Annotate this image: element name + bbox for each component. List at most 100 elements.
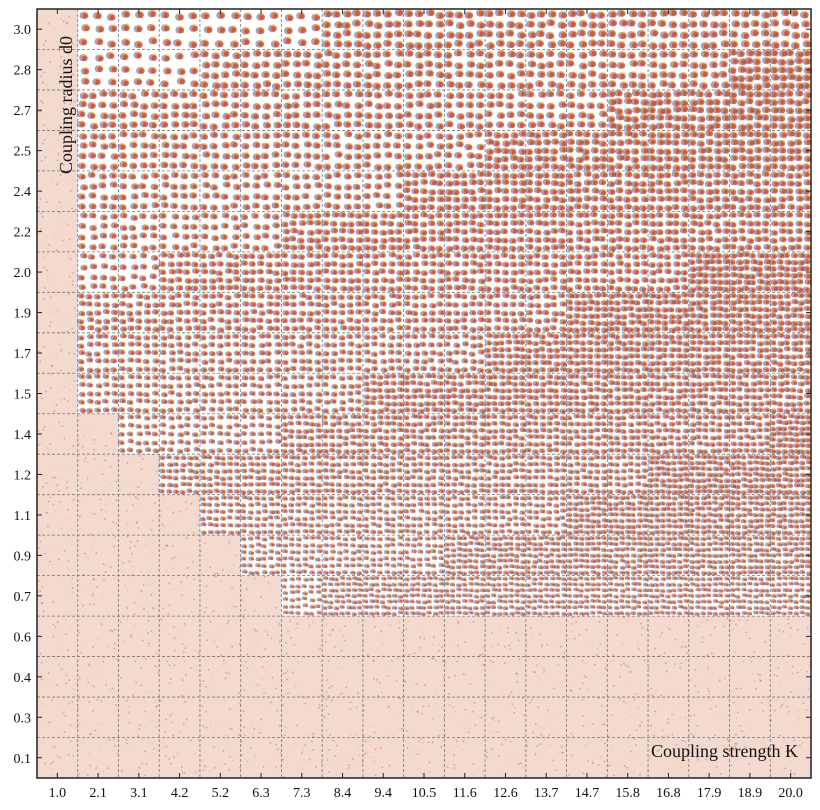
cluster-point-red xyxy=(625,150,630,155)
cluster-point-red xyxy=(733,180,738,185)
cluster-point-red xyxy=(723,53,729,59)
cluster-point-red xyxy=(591,41,597,47)
cluster-point-red xyxy=(276,173,281,178)
cluster-point-red xyxy=(337,41,343,47)
cluster-point-red xyxy=(173,135,178,140)
cluster-point-red xyxy=(174,173,179,178)
cluster-point-red xyxy=(101,103,106,108)
cluster-point-red xyxy=(307,73,313,79)
cluster-point-red xyxy=(790,205,795,210)
cluster-point-red xyxy=(674,189,679,194)
cluster-point-red xyxy=(101,165,106,170)
cluster-point-red xyxy=(683,140,688,145)
cluster-point-red xyxy=(469,113,474,118)
cluster-point-red xyxy=(772,92,777,97)
cluster-point-red xyxy=(568,174,573,179)
cluster-point-red xyxy=(591,13,597,19)
cluster-point-red xyxy=(337,122,342,127)
cluster-point-red xyxy=(459,135,464,140)
cluster-point-red xyxy=(715,100,720,105)
cluster-point-red xyxy=(487,132,492,137)
snapshot-cell xyxy=(729,9,771,48)
cluster-point-red xyxy=(617,125,622,130)
cluster-point-red xyxy=(164,203,169,208)
cluster-point-red xyxy=(438,22,444,28)
snapshot-cell xyxy=(687,89,730,131)
cluster-point-red xyxy=(772,123,777,128)
cluster-point-red xyxy=(163,122,168,127)
cluster-point-red xyxy=(780,60,786,66)
cluster-point-red xyxy=(315,134,320,139)
cluster-point-red xyxy=(296,206,301,211)
cluster-point-red xyxy=(650,149,655,154)
cluster-point-red xyxy=(611,21,617,27)
cluster-point-red xyxy=(731,165,736,170)
cluster-point-red xyxy=(731,68,737,74)
cluster-point-red xyxy=(529,71,535,77)
cluster-point-red xyxy=(448,135,453,140)
cluster-point-red xyxy=(599,104,604,109)
cluster-point-red xyxy=(243,62,249,68)
cluster-point-red xyxy=(121,195,126,200)
cluster-point-red xyxy=(569,43,575,49)
cluster-point-red xyxy=(192,194,197,199)
cluster-point-red xyxy=(633,133,638,138)
cluster-point-red xyxy=(91,194,96,199)
cluster-point-red xyxy=(781,156,786,161)
cluster-point-red xyxy=(549,62,555,68)
cluster-point-red xyxy=(327,113,332,118)
cluster-point-red xyxy=(406,172,411,177)
cluster-point-red xyxy=(346,83,352,89)
noise-point xyxy=(38,207,40,209)
cluster-point-red xyxy=(458,72,464,78)
cluster-point-red xyxy=(782,76,788,82)
cluster-point-red xyxy=(386,183,391,188)
cluster-point-red xyxy=(496,174,501,179)
cluster-point-red xyxy=(377,93,382,98)
noise-point xyxy=(69,239,71,241)
cluster-point-red xyxy=(439,72,445,78)
cluster-point-red xyxy=(286,205,291,210)
cluster-point-red xyxy=(357,113,362,118)
cluster-point-red xyxy=(587,172,592,177)
cluster-point-red xyxy=(741,164,746,169)
cluster-point-red xyxy=(601,180,606,185)
cluster-point-red xyxy=(236,185,241,190)
cluster-point-red xyxy=(112,67,118,73)
cluster-point-red xyxy=(789,196,794,201)
cluster-point-red xyxy=(449,82,455,88)
cluster-point-red xyxy=(174,112,179,117)
cluster-point-red xyxy=(749,172,754,177)
cluster-point-red xyxy=(426,33,432,39)
cluster-point-red xyxy=(214,62,220,68)
cluster-point-red xyxy=(561,13,567,19)
cluster-point-red xyxy=(365,12,371,18)
cluster-point-red xyxy=(347,113,352,118)
cluster-point-red xyxy=(585,205,590,210)
cluster-point-red xyxy=(488,73,494,79)
cluster-point-red xyxy=(185,154,190,159)
cluster-point-red xyxy=(662,52,668,58)
cluster-point-red xyxy=(619,141,624,146)
cluster-point-red xyxy=(488,83,494,89)
cluster-point-red xyxy=(700,190,705,195)
cluster-point-red xyxy=(682,42,688,48)
noise-point xyxy=(46,201,48,203)
cluster-point-red xyxy=(617,173,622,178)
cluster-point-red xyxy=(103,114,108,119)
cluster-point-red xyxy=(559,73,565,79)
cluster-point-red xyxy=(258,42,264,48)
cluster-point-red xyxy=(611,63,617,69)
cluster-point-red xyxy=(755,75,761,81)
cluster-point-red xyxy=(611,82,617,88)
cluster-point-red xyxy=(610,31,616,37)
cluster-point-red xyxy=(294,163,299,168)
cluster-point-red xyxy=(704,52,710,58)
cluster-point-red xyxy=(345,23,351,29)
cluster-point-red xyxy=(772,198,777,203)
cluster-point-red xyxy=(709,140,714,145)
cluster-point-red xyxy=(722,62,728,68)
cluster-point-red xyxy=(357,33,363,39)
cluster-point-red xyxy=(203,52,209,58)
cluster-point-red xyxy=(426,92,431,97)
